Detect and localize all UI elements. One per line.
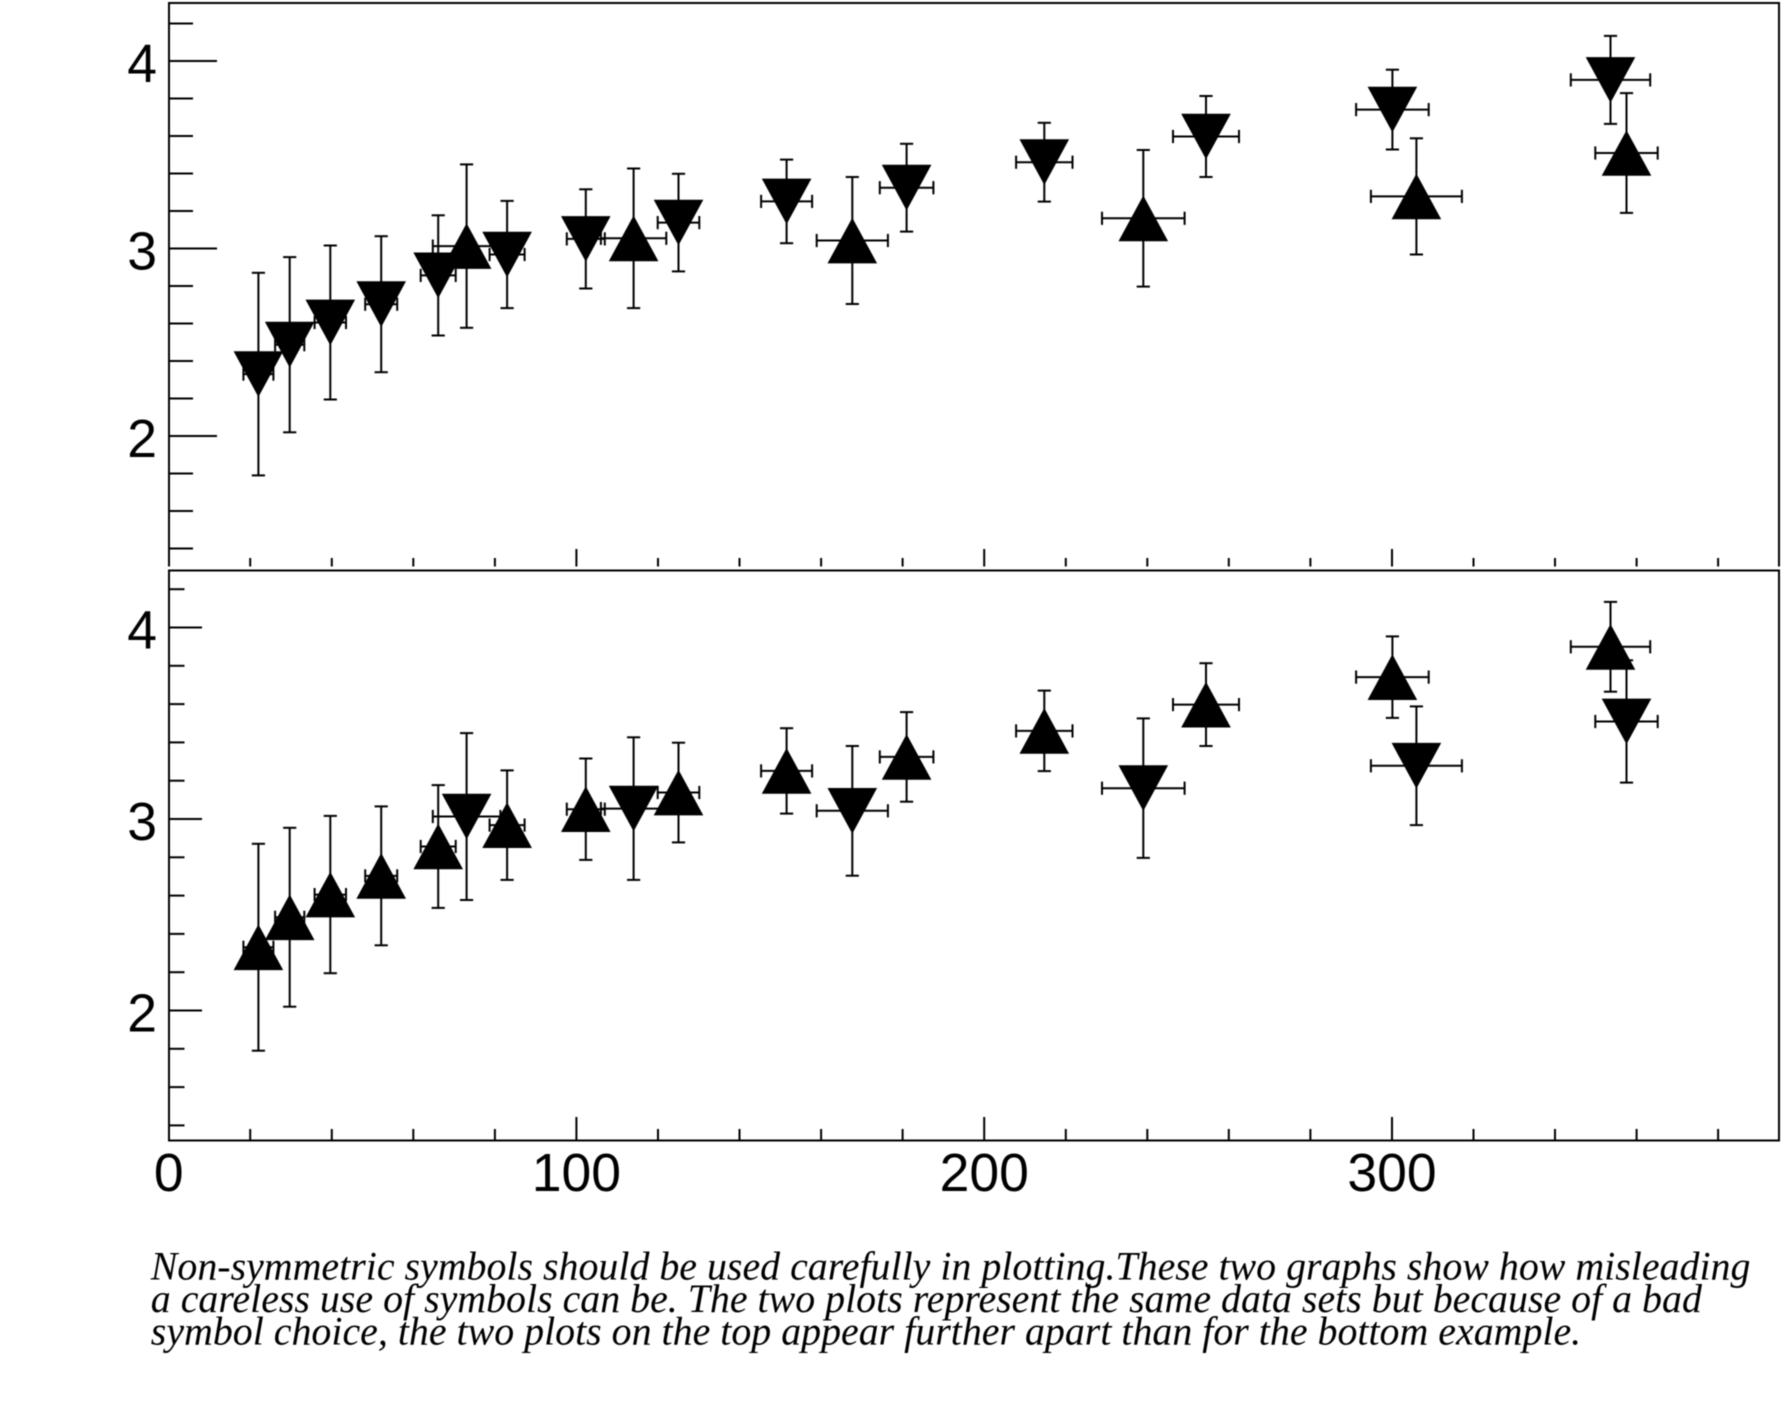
svg-text:0: 0 xyxy=(154,1144,184,1203)
svg-text:4: 4 xyxy=(127,602,157,661)
svg-text:Non-symmetric symbols should b: Non-symmetric symbols should be used car… xyxy=(150,1244,1751,1289)
svg-text:100: 100 xyxy=(532,1144,621,1203)
svg-text:2: 2 xyxy=(127,985,157,1044)
svg-text:3: 3 xyxy=(127,223,157,282)
svg-text:4: 4 xyxy=(127,35,157,94)
svg-text:3: 3 xyxy=(127,793,157,852)
svg-text:a careless use of symbols can: a careless use of symbols can be. The tw… xyxy=(151,1276,1703,1321)
svg-text:300: 300 xyxy=(1347,1144,1436,1203)
svg-text:200: 200 xyxy=(940,1144,1029,1203)
svg-text:2: 2 xyxy=(127,410,157,469)
svg-text:symbol choice, the two plots o: symbol choice, the two plots on the top … xyxy=(151,1308,1581,1353)
